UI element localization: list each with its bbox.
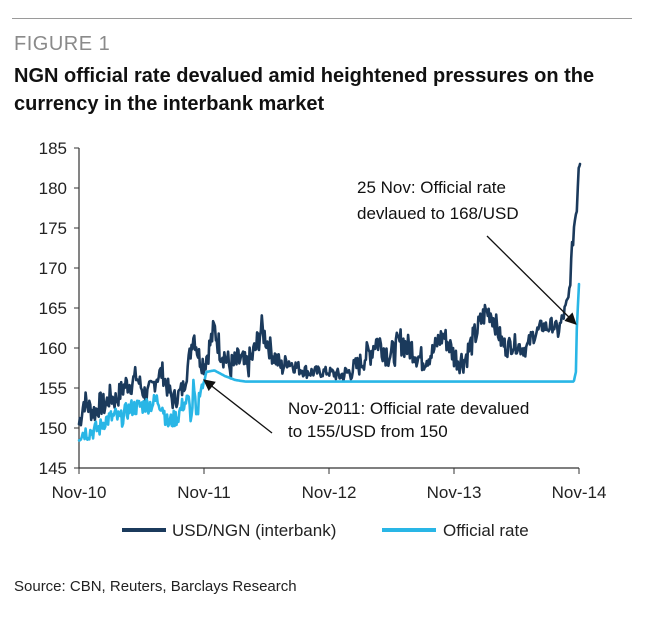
y-tick-label: 165 (39, 299, 67, 318)
annotation-text: to 155/USD from 150 (288, 422, 448, 441)
source-note: Source: CBN, Reuters, Barclays Research (14, 578, 297, 595)
annotation-text: Nov-2011: Official rate devalued (288, 399, 529, 418)
annotation-arrow (203, 379, 273, 434)
y-tick-label: 180 (39, 179, 67, 198)
figure-label: FIGURE 1 (14, 33, 111, 55)
legend-label-official: Official rate (443, 521, 529, 540)
annotation-text: 25 Nov: Official rate (357, 178, 506, 197)
y-tick-label: 150 (39, 419, 67, 438)
y-tick-label: 145 (39, 459, 67, 478)
y-tick-label: 160 (39, 339, 67, 358)
x-tick-label: Nov-11 (177, 483, 231, 502)
y-tick-label: 155 (39, 379, 67, 398)
series-line-interbank (77, 162, 582, 427)
x-tick-label: Nov-12 (302, 483, 357, 502)
y-tick-label: 175 (39, 219, 67, 238)
y-tick-label: 185 (39, 139, 67, 158)
top-rule (12, 18, 632, 19)
chart-title: NGN official rate devalued amid heighten… (14, 65, 595, 115)
annotation-arrow (486, 235, 577, 325)
series-line-official (77, 282, 581, 442)
annotation-text: devlaued to 168/USD (357, 204, 519, 223)
legend-label-interbank: USD/NGN (interbank) (172, 521, 336, 540)
x-tick-label: Nov-13 (427, 483, 482, 502)
y-tick-label: 170 (39, 259, 67, 278)
x-tick-label: Nov-10 (52, 483, 107, 502)
x-tick-label: Nov-14 (552, 483, 607, 502)
